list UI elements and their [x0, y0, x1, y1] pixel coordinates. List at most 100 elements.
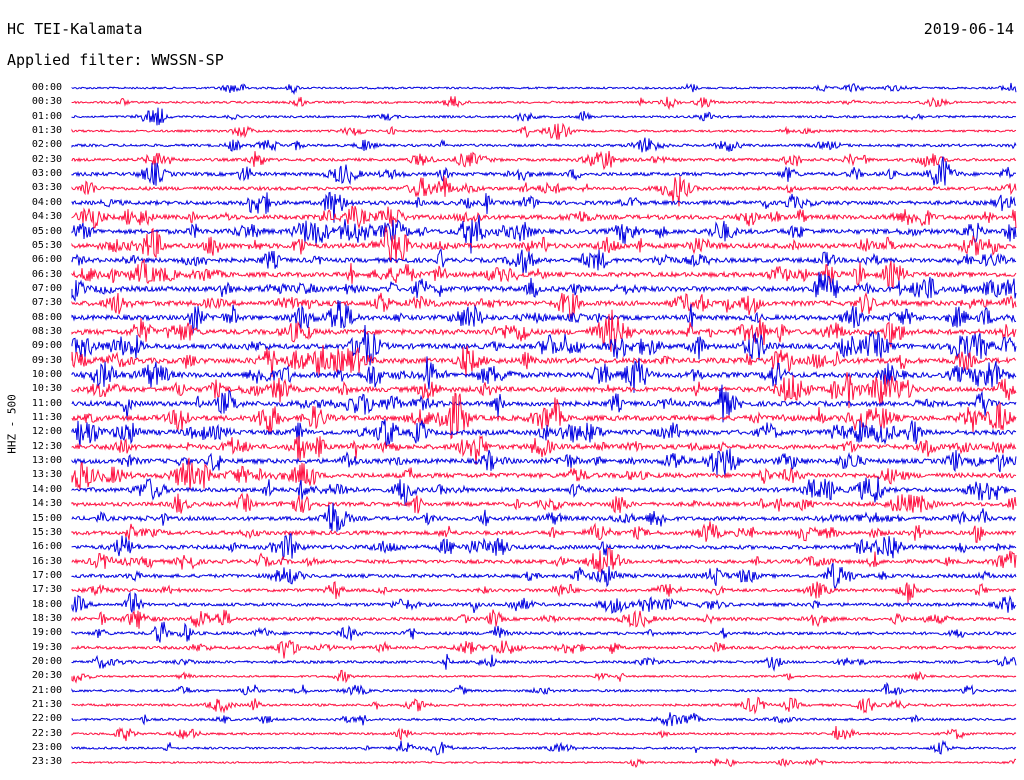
- trace-row: [71, 384, 1017, 423]
- trace-row: [71, 502, 1017, 532]
- time-label: 10:00: [31, 369, 62, 380]
- time-label: 16:00: [31, 541, 62, 553]
- date-label: 2019-06-14: [923, 20, 1014, 38]
- time-label: 15:00: [31, 512, 62, 524]
- applied-filter-label: Applied filter: WWSSN-SP: [7, 51, 224, 69]
- trace-row: [71, 214, 1017, 254]
- trace-row: [71, 309, 1017, 352]
- trace-row: [71, 621, 1017, 643]
- time-label: 16:30: [31, 555, 62, 567]
- time-label: 09:30: [31, 354, 62, 366]
- trace-row: [71, 712, 1017, 727]
- time-label: 00:30: [31, 96, 62, 108]
- trace-row: [71, 392, 1017, 440]
- trace-row: [71, 248, 1017, 275]
- trace-row: [71, 137, 1017, 153]
- trace-row: [71, 435, 1017, 465]
- station-title: HC TEI-Kalamata: [7, 20, 143, 38]
- time-label: 19:00: [31, 627, 62, 639]
- trace-row: [71, 681, 1017, 696]
- trace-row: [71, 521, 1017, 544]
- trace-row: [71, 205, 1017, 230]
- trace-row: [71, 739, 1017, 756]
- trace-row: [71, 156, 1016, 186]
- trace-row: [71, 291, 1017, 318]
- trace-row: [71, 175, 1017, 207]
- time-label: 20:30: [31, 670, 62, 682]
- trace-row: [71, 344, 1017, 378]
- time-label: 13:30: [31, 469, 62, 481]
- time-label: 06:30: [31, 268, 62, 280]
- time-label: 08:30: [31, 325, 62, 337]
- trace-row: [71, 257, 1017, 289]
- trace-row: [71, 457, 1017, 491]
- time-label: 00:00: [31, 82, 62, 93]
- trace-row: [71, 669, 1017, 684]
- trace-row: [71, 107, 1017, 126]
- time-label: 11:30: [31, 412, 62, 424]
- time-label: 13:00: [31, 455, 62, 467]
- trace-row: [71, 591, 1017, 614]
- trace-row: [71, 324, 1017, 366]
- time-label: 18:30: [31, 612, 62, 624]
- time-label: 14:00: [31, 483, 62, 495]
- time-label: 06:00: [31, 254, 62, 266]
- trace-row: [71, 419, 1017, 447]
- time-label: 23:00: [31, 742, 62, 754]
- trace-row: [71, 758, 1017, 768]
- time-label: 21:00: [31, 684, 62, 696]
- time-label: 03:30: [31, 182, 62, 194]
- trace-row: [71, 476, 1017, 506]
- time-label: 02:30: [31, 153, 62, 165]
- time-label: 04:00: [31, 196, 62, 208]
- time-label: 01:00: [31, 110, 62, 122]
- trace-row: [71, 356, 1017, 393]
- trace-row: [71, 448, 1017, 476]
- trace-row: [71, 696, 1017, 715]
- time-label: 05:00: [31, 225, 62, 237]
- time-label: 20:00: [31, 656, 62, 667]
- time-label: 22:00: [31, 713, 62, 725]
- time-label: 01:30: [31, 125, 62, 137]
- time-label: 09:00: [31, 340, 62, 352]
- trace-row: [71, 639, 1017, 659]
- trace-row: [71, 492, 1017, 514]
- time-label: 04:30: [31, 211, 62, 223]
- time-label: 02:00: [31, 139, 62, 151]
- time-label: 23:30: [31, 756, 62, 768]
- time-label: 12:00: [31, 426, 62, 438]
- trace-row: [71, 581, 1017, 604]
- trace-row: [71, 150, 1017, 171]
- time-label: 03:00: [31, 168, 62, 180]
- time-label: 07:00: [31, 282, 62, 294]
- trace-row: [71, 533, 1017, 561]
- trace-row: [71, 82, 1017, 96]
- time-label: 08:00: [31, 311, 62, 323]
- trace-row: [71, 547, 1017, 573]
- trace-row: [71, 225, 1017, 263]
- time-label: 12:30: [31, 440, 62, 452]
- time-label: 10:30: [31, 383, 62, 395]
- time-label: 07:30: [31, 297, 62, 309]
- time-label: 19:30: [31, 641, 62, 653]
- time-label: 05:30: [31, 239, 62, 251]
- trace-row: [71, 609, 1017, 629]
- time-label: 17:00: [31, 569, 62, 581]
- trace-row: [71, 122, 1017, 140]
- time-label: 17:30: [31, 584, 62, 596]
- trace-row: [71, 372, 1017, 409]
- trace-row: [71, 271, 1017, 303]
- trace-row: [71, 562, 1017, 591]
- trace-row: [71, 300, 1017, 334]
- time-label: 21:30: [31, 699, 62, 711]
- trace-row: [71, 653, 1017, 672]
- time-label: 22:30: [31, 727, 62, 739]
- time-label: 18:00: [31, 598, 62, 610]
- trace-row: [71, 725, 1017, 742]
- time-label: 11:00: [31, 397, 62, 409]
- time-label: 15:30: [31, 526, 62, 538]
- time-label: 14:30: [31, 498, 62, 510]
- trace-row: [71, 96, 1017, 111]
- trace-row: [71, 191, 1017, 223]
